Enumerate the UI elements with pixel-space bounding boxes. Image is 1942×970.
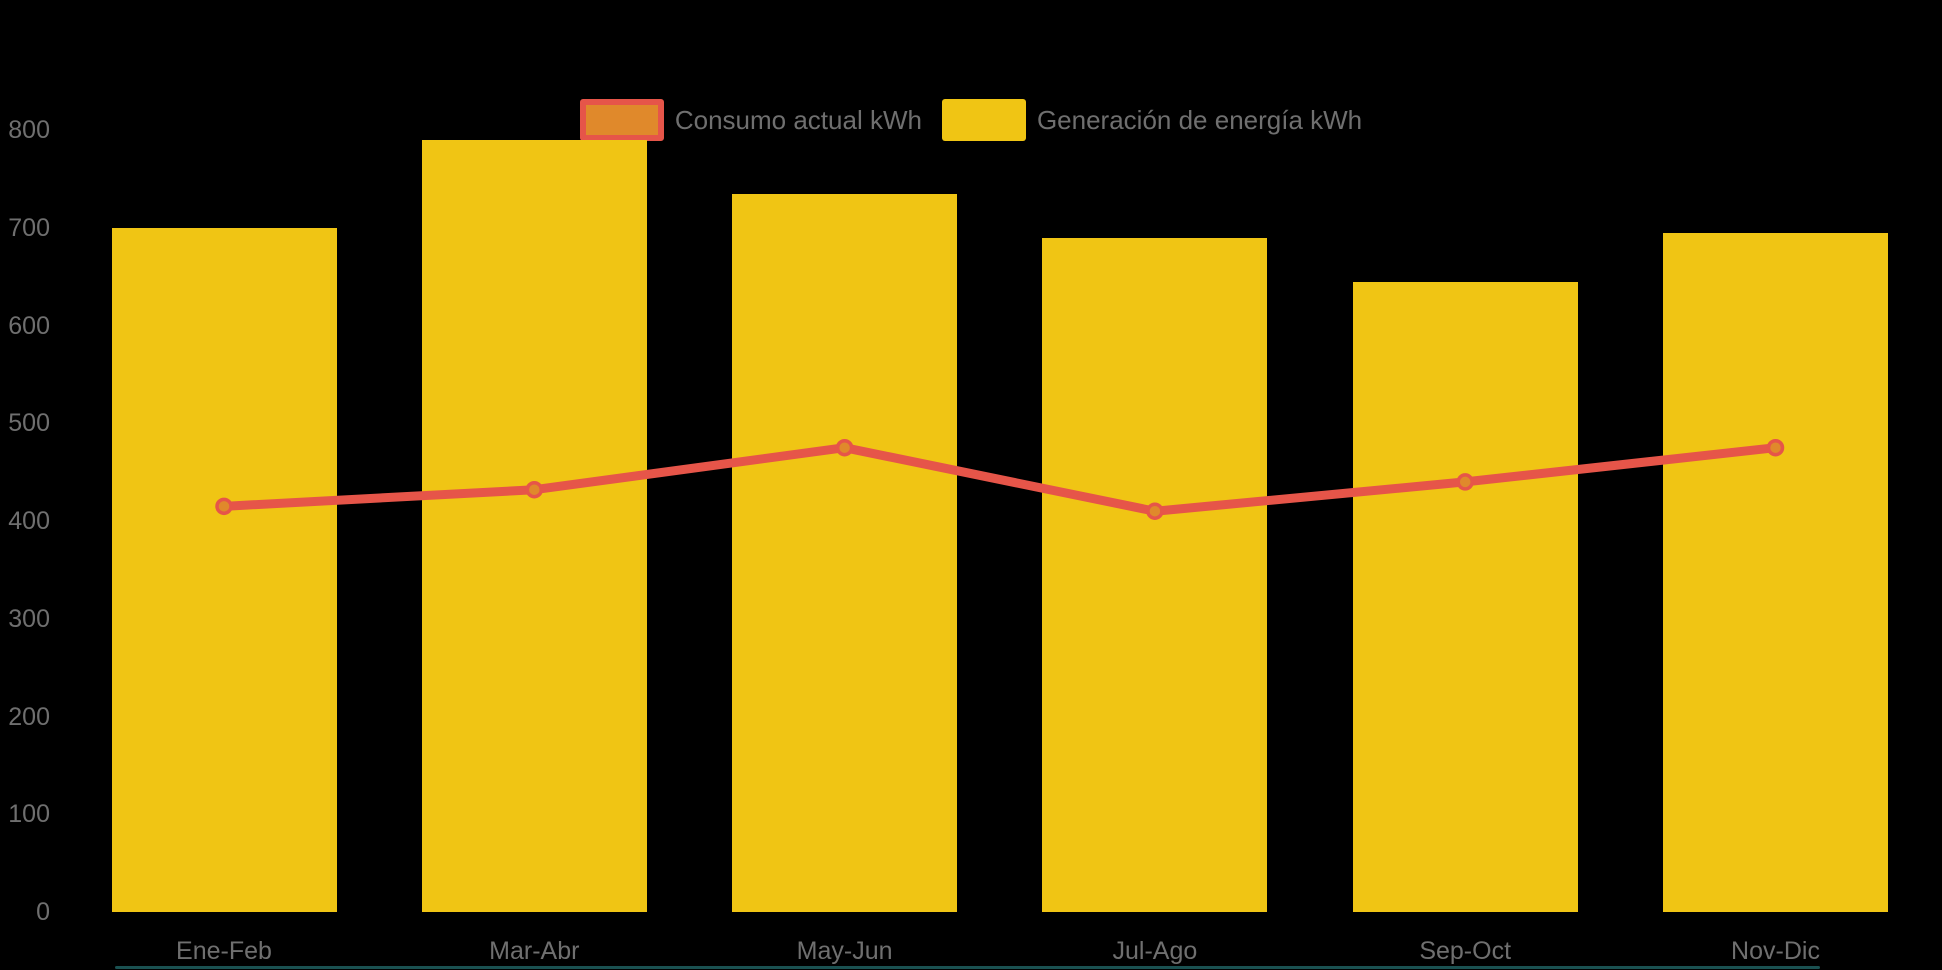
bar-jul-ago[interactable] <box>1042 237 1268 912</box>
bar-mar-abr[interactable] <box>421 139 647 912</box>
legend-item-consumo[interactable]: Consumo actual kWh <box>579 99 922 141</box>
y-tick-label-600: 600 <box>8 311 50 340</box>
bar-may-jun[interactable] <box>732 193 958 912</box>
x-tick-label-may-jun: May-Jun <box>796 937 893 965</box>
y-tick-label-200: 200 <box>8 702 50 731</box>
y-tick-label-500: 500 <box>8 409 50 438</box>
legend: Consumo actual kWh Generación de energía… <box>0 99 1942 141</box>
legend-swatch-line-icon <box>579 99 664 141</box>
y-tick-label-300: 300 <box>8 604 50 633</box>
y-tick-label-0: 0 <box>36 898 50 926</box>
y-tick-label-800: 800 <box>8 116 50 144</box>
bottom-accent-line <box>115 966 1820 969</box>
bar-nov-dic[interactable] <box>1663 232 1888 912</box>
legend-label-generacion: Generación de energía kWh <box>1036 104 1363 135</box>
legend-label-consumo: Consumo actual kWh <box>674 104 922 135</box>
legend-swatch-bar-icon <box>941 99 1026 141</box>
x-tick-label-jul-ago: Jul-Ago <box>1112 937 1198 965</box>
bar-ene-feb[interactable] <box>111 227 337 912</box>
y-tick-label-100: 100 <box>8 800 50 829</box>
bar-sep-oct[interactable] <box>1352 281 1578 912</box>
y-tick-label-400: 400 <box>8 507 50 535</box>
y-tick-label-700: 700 <box>8 213 50 242</box>
x-tick-label-nov-dic: Nov-Dic <box>1731 937 1820 965</box>
x-tick-label-sep-oct: Sep-Oct <box>1419 937 1512 965</box>
legend-item-generacion[interactable]: Generación de energía kWh <box>941 99 1363 141</box>
x-tick-label-mar-abr: Mar-Abr <box>489 937 580 965</box>
x-tick-label-ene-feb: Ene-Feb <box>176 937 272 965</box>
